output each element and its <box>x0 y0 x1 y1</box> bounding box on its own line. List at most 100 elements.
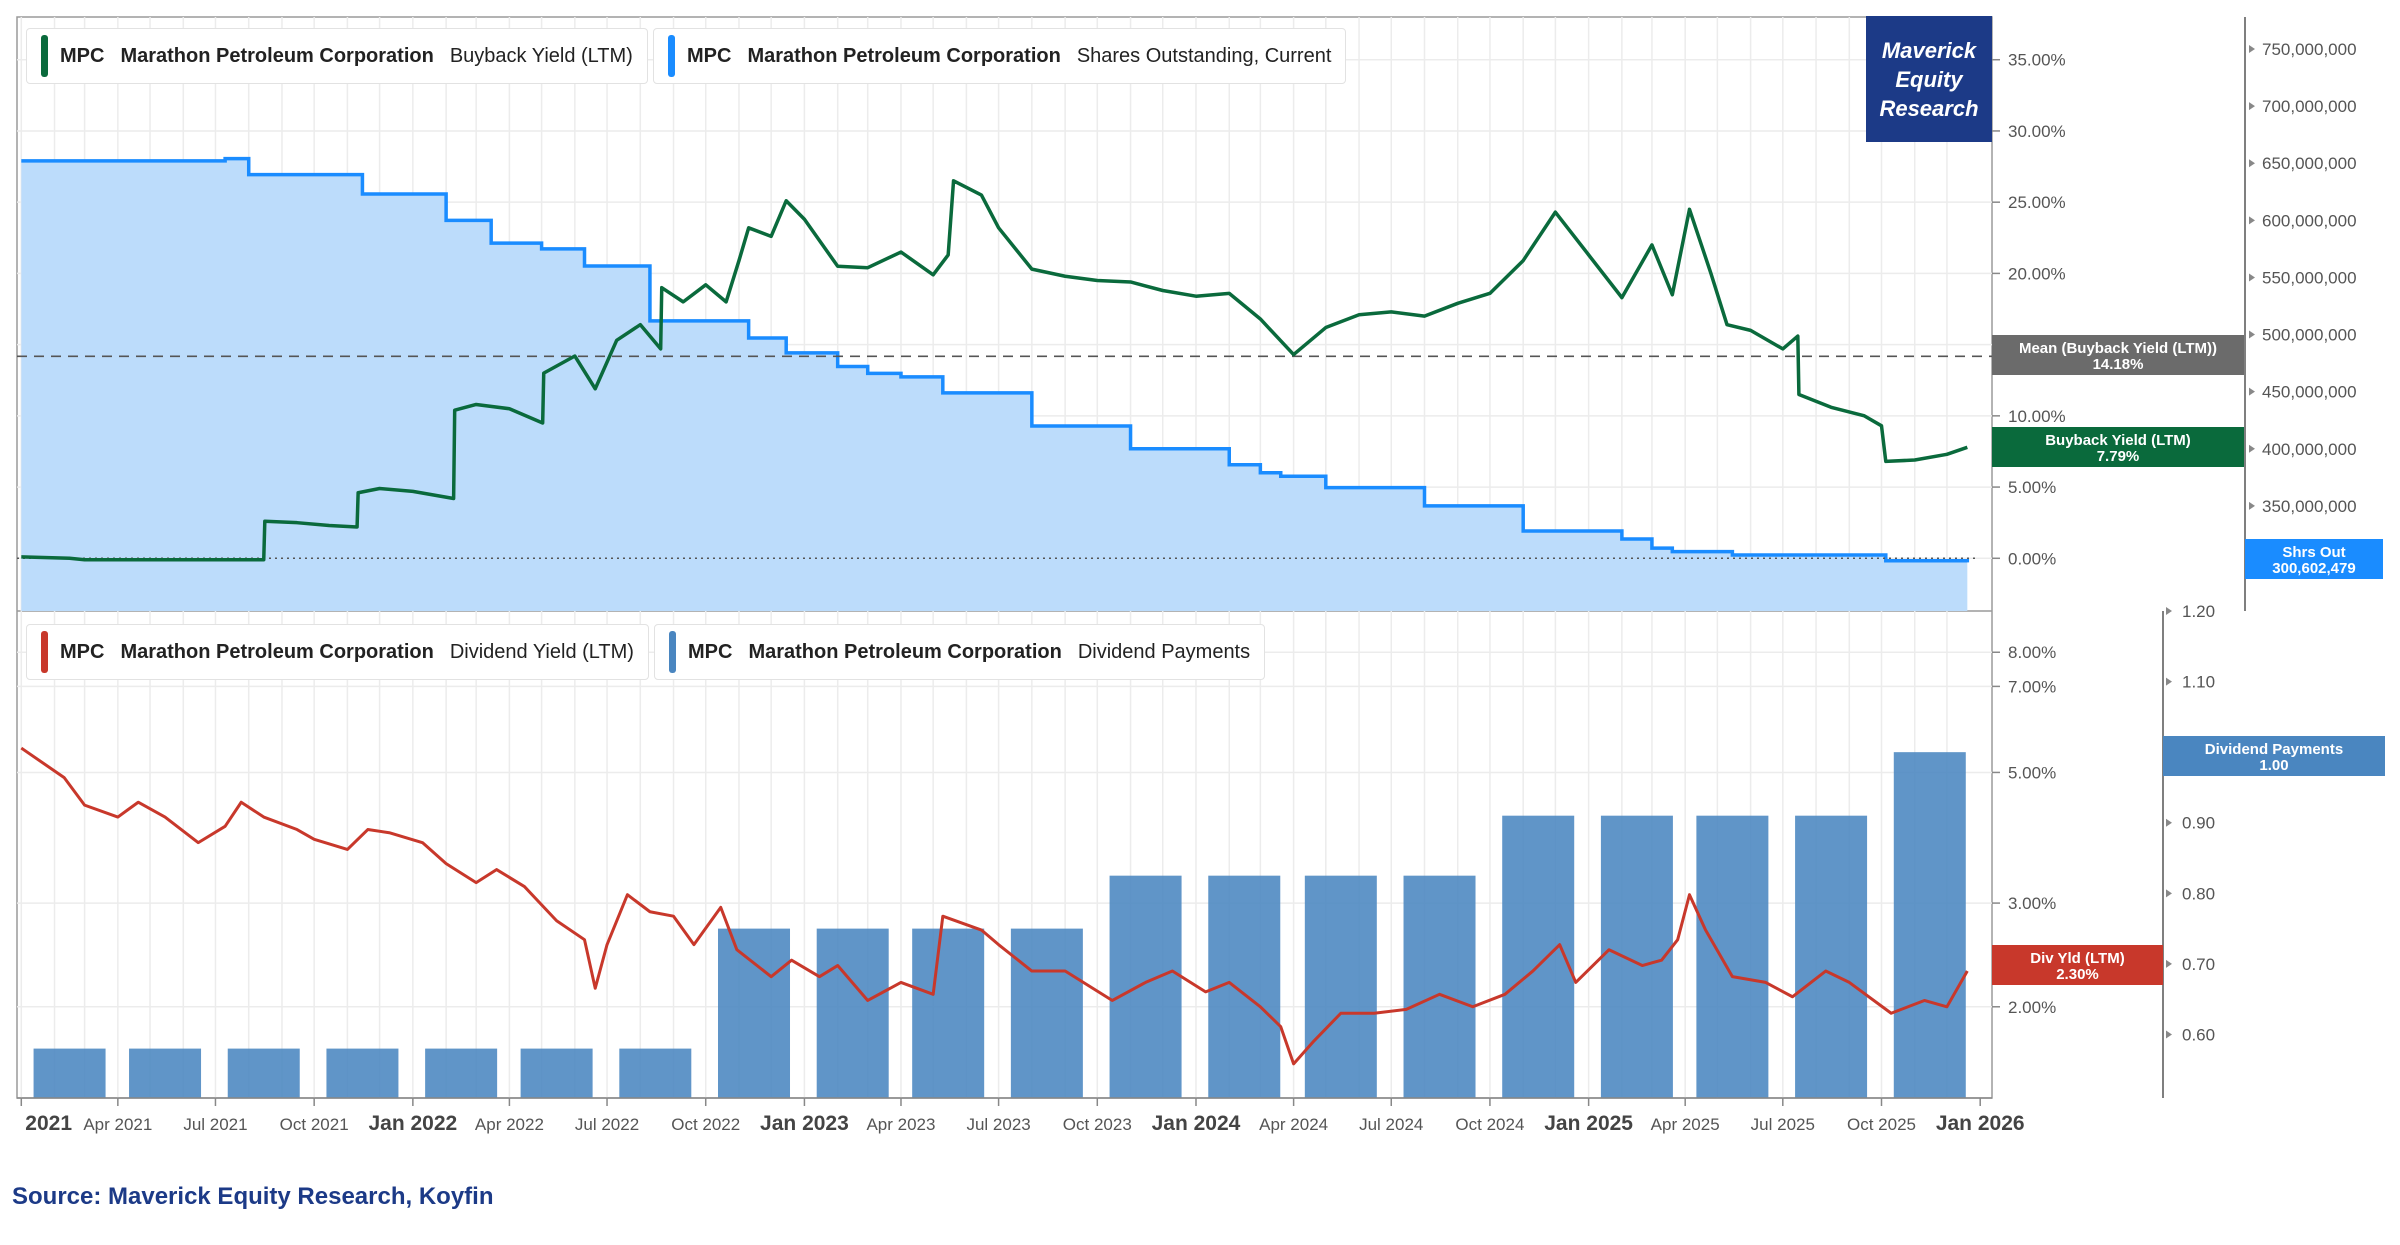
dividend-payments-badge-text: 1.00 <box>2259 757 2288 774</box>
y-tick-label: 0.80 <box>2182 884 2215 903</box>
y-tick-label: 30.00% <box>2008 122 2066 141</box>
brand-line: Research <box>1879 95 1979 121</box>
y-tick-label: 5.00% <box>2008 763 2056 782</box>
dividend-payment-bar <box>326 1048 399 1098</box>
x-tick-label: Jul 2024 <box>1359 1115 1423 1134</box>
brand-logo: Maverick Equity Research <box>1866 16 1992 142</box>
y-tick-label: 2.00% <box>2008 998 2056 1017</box>
y-tick-label: 1.20 <box>2182 602 2215 621</box>
dividend-payments-badge <box>2163 736 2385 776</box>
x-tick-label: Jan 2025 <box>1544 1112 1633 1135</box>
x-tick-label: Oct 2025 <box>1847 1115 1916 1134</box>
x-tick-label: Jul 2021 <box>183 1115 247 1134</box>
legend-ticker: MPC <box>687 44 732 67</box>
legend-company: Marathon Petroleum Corporation <box>120 640 434 663</box>
dividend-payment-bar <box>816 928 889 1098</box>
y-tick-label: 700,000,000 <box>2262 97 2357 116</box>
dividend-payment-bar <box>1109 875 1182 1098</box>
dividend-payments-badge-text: Dividend Payments <box>2205 741 2343 758</box>
mean-badge-text: Mean (Buyback Yield (LTM)) <box>2019 340 2217 357</box>
shares-outstanding-badge-text: 300,602,479 <box>2272 560 2355 577</box>
x-tick-label: Oct 2024 <box>1455 1115 1524 1134</box>
x-tick-label: Jul 2023 <box>966 1115 1030 1134</box>
x-tick-label: 2021 <box>25 1112 72 1135</box>
dividend-payment-bar <box>1600 815 1673 1098</box>
buyback-yield-badge-text: Buyback Yield (LTM) <box>2045 432 2191 449</box>
mean-badge-text: 14.18% <box>2093 356 2144 373</box>
dividend-payment-bar <box>912 928 985 1098</box>
y-tick-label: 0.00% <box>2008 549 2056 568</box>
axis-tick <box>2249 387 2255 396</box>
legend-buyback-swatch <box>41 35 48 77</box>
buyback-yield-line <box>21 179 1968 562</box>
shares-outstanding-line <box>21 156 1970 563</box>
x-tick-label: Oct 2023 <box>1063 1115 1132 1134</box>
buyback-yield-badge-text: 7.79% <box>2097 448 2140 465</box>
y-tick-label: 550,000,000 <box>2262 268 2357 287</box>
axis-tick <box>2166 818 2172 827</box>
axis-tick <box>2249 330 2255 339</box>
axis-tick <box>2249 44 2255 53</box>
legend-ticker: MPC <box>60 44 105 67</box>
x-tick-label: Apr 2023 <box>866 1115 935 1134</box>
brand-line: Equity <box>1895 66 1963 92</box>
y-tick-label: 1.10 <box>2182 673 2215 692</box>
y-tick-label: 450,000,000 <box>2262 383 2357 402</box>
x-tick-label: Jan 2023 <box>760 1112 849 1135</box>
x-tick-label: Oct 2021 <box>280 1115 349 1134</box>
source-note: Source: Maverick Equity Research, Koyfin <box>12 1183 494 1210</box>
legend-ticker: MPC <box>688 640 733 663</box>
y-tick-label: 0.60 <box>2182 1025 2215 1044</box>
x-tick-label: Apr 2022 <box>475 1115 544 1134</box>
shares-outstanding-area <box>21 158 1968 611</box>
axis-tick <box>2166 959 2172 968</box>
y-tick-label: 350,000,000 <box>2262 497 2357 516</box>
axis-tick <box>2249 102 2255 111</box>
dividend-payment-bar <box>1795 815 1868 1098</box>
axis-tick <box>2166 607 2172 615</box>
legend-ticker: MPC <box>60 640 105 663</box>
dividend-yield-line <box>20 746 1969 1066</box>
dividend-payment-bar <box>33 1048 106 1098</box>
mean-badge <box>1992 335 2244 375</box>
axis-tick <box>2249 216 2255 225</box>
shares-outstanding-badge-text: Shrs Out <box>2282 544 2345 561</box>
axis-tick <box>2249 159 2255 168</box>
dividend-yield-badge-text: Div Yld (LTM) <box>2030 950 2124 967</box>
legend-dividend-yield-swatch <box>41 631 48 673</box>
x-tick-label: Jan 2022 <box>368 1112 457 1135</box>
legend-dividend-payments-swatch <box>669 631 676 673</box>
x-tick-label: Jul 2022 <box>575 1115 639 1134</box>
y-tick-label: 3.00% <box>2008 894 2056 913</box>
shares-outstanding-badge <box>2245 539 2383 579</box>
legend-buyback-yield[interactable]: MPC Marathon Petroleum Corporation Buyba… <box>26 28 648 84</box>
axis-tick <box>2249 444 2255 453</box>
dividend-payment-bar <box>1010 928 1083 1098</box>
y-tick-label: 600,000,000 <box>2262 211 2357 230</box>
y-tick-label: 750,000,000 <box>2262 40 2357 59</box>
dividend-payment-bar <box>1502 815 1575 1098</box>
x-tick-label: Apr 2021 <box>83 1115 152 1134</box>
legend-company: Marathon Petroleum Corporation <box>748 640 1062 663</box>
dividend-payment-bar <box>1403 875 1476 1098</box>
axis-tick <box>2166 889 2172 898</box>
y-tick-label: 35.00% <box>2008 51 2066 70</box>
legend-shares-outstanding[interactable]: MPC Marathon Petroleum Corporation Share… <box>653 28 1347 84</box>
y-tick-label: 5.00% <box>2008 478 2056 497</box>
dividend-payment-bar <box>718 928 791 1098</box>
legend-metric: Dividend Yield (LTM) <box>449 640 634 663</box>
x-tick-label: Oct 2022 <box>671 1115 740 1134</box>
legend-dividend-payments[interactable]: MPC Marathon Petroleum Corporation Divid… <box>654 624 1266 680</box>
buyback-yield-badge <box>1992 427 2244 467</box>
legend-company: Marathon Petroleum Corporation <box>747 44 1061 67</box>
axis-tick <box>2249 501 2255 510</box>
y-tick-label: 20.00% <box>2008 264 2066 283</box>
x-tick-label: Jul 2025 <box>1751 1115 1815 1134</box>
legend-metric: Dividend Payments <box>1077 640 1251 663</box>
y-tick-label: 10.00% <box>2008 407 2066 426</box>
dividend-yield-badge-text: 2.30% <box>2056 966 2099 983</box>
x-tick-label: Apr 2024 <box>1259 1115 1328 1134</box>
legend-dividend-yield[interactable]: MPC Marathon Petroleum Corporation Divid… <box>26 624 649 680</box>
dividend-payment-bar <box>425 1048 498 1098</box>
